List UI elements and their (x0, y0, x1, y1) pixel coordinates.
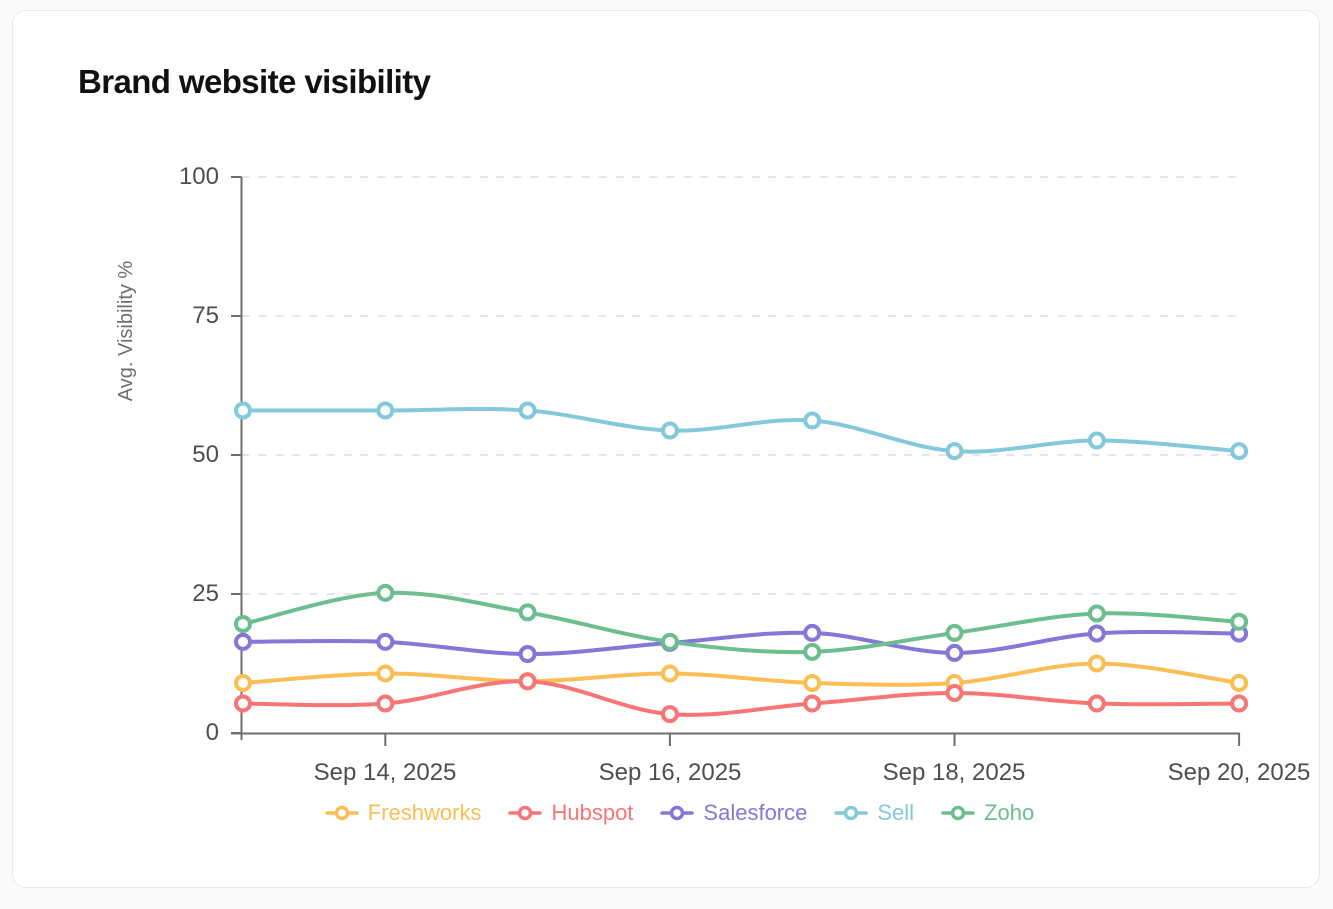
legend-label: Sell (877, 800, 915, 825)
data-point-sell (1087, 431, 1106, 450)
legend-label: Freshworks (367, 800, 482, 825)
data-point-zoho (1230, 612, 1249, 631)
x-tick-label-sep20: Sep 20, 2025 (1167, 759, 1311, 786)
data-point-sell (376, 401, 395, 420)
zoho-line-marker-icon (941, 805, 975, 821)
x-tick-label-sep14: Sep 14, 2025 (313, 759, 457, 786)
data-point-freshworks (376, 664, 395, 683)
y-tick-label-50: 50 (192, 441, 219, 468)
y-tick-label-100: 100 (178, 163, 219, 190)
data-point-zoho (803, 642, 822, 661)
data-point-hubspot (1087, 694, 1106, 713)
data-point-zoho (945, 623, 964, 642)
data-point-zoho (660, 632, 679, 651)
x-tick-label-sep18: Sep 18, 2025 (882, 759, 1026, 786)
data-point-sell (234, 401, 252, 420)
data-point-freshworks (803, 673, 822, 692)
data-point-salesforce (1087, 624, 1106, 643)
legend-item-freshworks[interactable]: Freshworks (325, 800, 482, 826)
data-point-hubspot (518, 672, 537, 691)
data-point-salesforce (803, 623, 822, 642)
data-point-sell (518, 401, 537, 420)
data-point-salesforce (945, 643, 964, 662)
data-point-salesforce (518, 645, 537, 664)
series-line-zoho (241, 590, 1242, 655)
data-point-hubspot (234, 694, 252, 713)
legend-item-zoho[interactable]: Zoho (941, 800, 1034, 826)
data-point-hubspot (803, 694, 822, 713)
data-point-hubspot (660, 705, 679, 724)
page-title: Brand website visibility (78, 63, 431, 100)
y-tick-label-75: 75 (192, 302, 219, 329)
salesforce-line-marker-icon (660, 805, 695, 821)
legend-item-salesforce[interactable]: Salesforce (660, 800, 807, 826)
data-point-sell (660, 421, 679, 440)
data-point-freshworks (660, 664, 679, 683)
series-line-sell (241, 407, 1242, 454)
y-tick-label-0: 0 (205, 719, 219, 746)
chart-card: Brand website visibility Avg. Visibility… (12, 10, 1320, 888)
data-point-sell (945, 442, 964, 461)
data-point-freshworks (1230, 673, 1249, 692)
data-point-zoho (234, 615, 252, 634)
chart-legend: Freshworks Hubspot Salesforce Sell Zoho (13, 800, 1333, 826)
legend-label: Salesforce (703, 800, 808, 825)
hubspot-line-marker-icon (508, 805, 543, 821)
data-point-freshworks (1087, 654, 1106, 673)
legend-label: Zoho (984, 800, 1035, 825)
data-point-zoho (376, 583, 395, 602)
legend-label: Hubspot (551, 800, 634, 825)
data-point-hubspot (945, 683, 964, 702)
data-point-zoho (518, 603, 537, 622)
data-point-salesforce (234, 632, 252, 651)
series-line-hubspot (241, 679, 1242, 717)
data-point-hubspot (376, 694, 395, 713)
freshworks-line-marker-icon (325, 805, 359, 821)
sell-line-marker-icon (834, 805, 869, 821)
x-tick-label-sep16: Sep 16, 2025 (598, 759, 742, 786)
legend-item-hubspot[interactable]: Hubspot (508, 800, 633, 826)
line-chart-plot-area (231, 176, 1249, 746)
series-line-salesforce (241, 630, 1242, 657)
data-point-hubspot (1230, 694, 1249, 713)
data-point-salesforce (376, 632, 395, 651)
data-point-sell (803, 411, 822, 430)
legend-item-sell[interactable]: Sell (834, 800, 914, 826)
data-point-sell (1230, 442, 1249, 461)
data-point-freshworks (234, 673, 252, 692)
y-tick-label-25: 25 (192, 580, 219, 607)
data-point-zoho (1087, 604, 1106, 623)
